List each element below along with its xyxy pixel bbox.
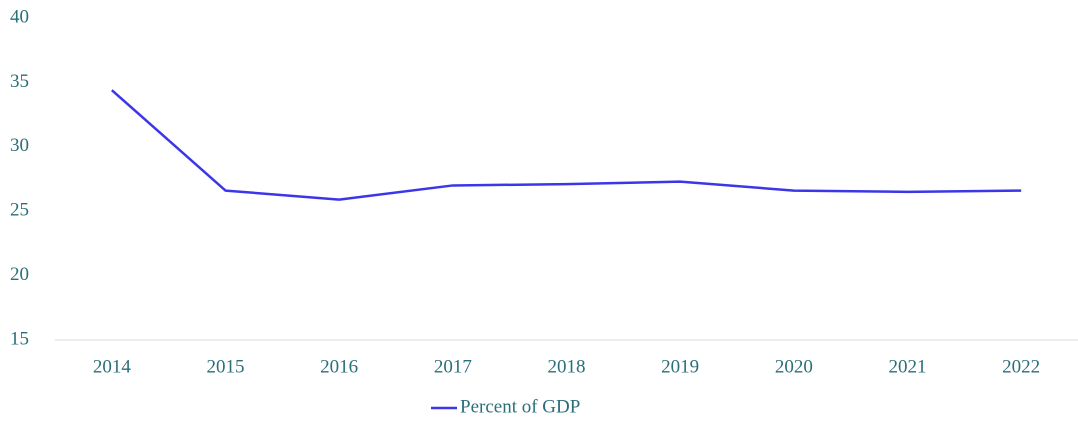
x-tick-label: 2022: [1002, 356, 1040, 377]
x-tick-label: 2015: [207, 356, 245, 377]
y-tick-label: 40: [10, 6, 29, 27]
x-tick-label: 2017: [434, 356, 472, 377]
y-tick-label: 35: [10, 71, 29, 92]
y-tick-label: 30: [10, 135, 29, 156]
x-tick-label: 2019: [661, 356, 699, 377]
line: [111, 89, 1022, 201]
legend-label: Percent of GDP: [460, 396, 580, 417]
x-tick-label: 2020: [775, 356, 813, 377]
x-tick-label: 2021: [889, 356, 927, 377]
y-tick-label: 15: [10, 328, 29, 349]
x-tick-label: 2018: [548, 356, 586, 377]
x-tick-label: 2016: [320, 356, 358, 377]
y-tick-label: 20: [10, 264, 29, 285]
y-tick-label: 25: [10, 200, 29, 221]
x-tick-label: 2014: [93, 356, 132, 377]
